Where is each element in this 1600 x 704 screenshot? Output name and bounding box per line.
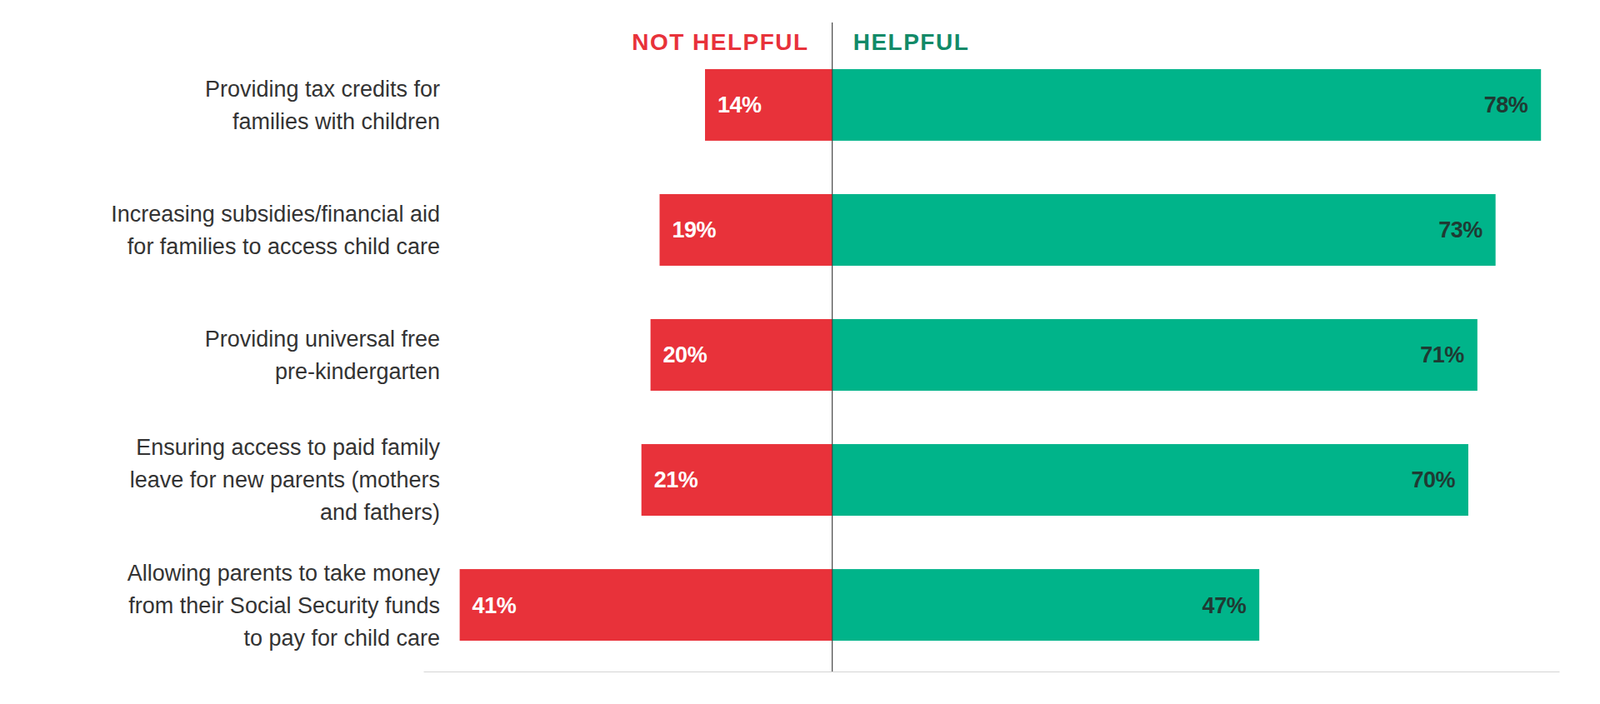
x-axis [424, 671, 1560, 674]
bar [832, 69, 1542, 141]
axis-line [424, 671, 1560, 673]
category-label: Providing universal freepre-kindergarten [205, 326, 440, 385]
bar [641, 444, 833, 516]
series-header: NOT HELPFUL [631, 29, 810, 55]
bar [650, 319, 833, 391]
bar [832, 569, 1260, 641]
bar [660, 194, 833, 266]
data-label: 71% [1420, 342, 1465, 368]
bars [460, 69, 1542, 641]
bar [832, 444, 1469, 516]
bar [460, 569, 833, 641]
category-label: Increasing subsidies/financial aidfor fa… [110, 201, 440, 260]
data-label: 70% [1410, 467, 1455, 493]
category-label: Providing tax credits forfamilies with c… [205, 76, 440, 135]
bar [832, 194, 1496, 266]
bar [705, 69, 833, 141]
data-label: 41% [472, 593, 517, 619]
series-header: HELPFUL [853, 29, 970, 55]
data-label: 20% [663, 342, 708, 368]
data-label: 19% [672, 217, 717, 243]
data-label: 73% [1438, 217, 1483, 243]
chart: Providing tax credits forfamilies with c… [0, 0, 1600, 704]
category-label: Allowing parents to take moneyfrom their… [127, 560, 441, 651]
data-label: 47% [1202, 593, 1247, 619]
data-label: 14% [717, 92, 762, 118]
grid-line [831, 22, 833, 672]
category-label: Ensuring access to paid familyleave for … [130, 435, 441, 525]
data-label: 78% [1484, 92, 1529, 118]
bar [832, 319, 1478, 391]
data-label: 21% [654, 467, 699, 493]
